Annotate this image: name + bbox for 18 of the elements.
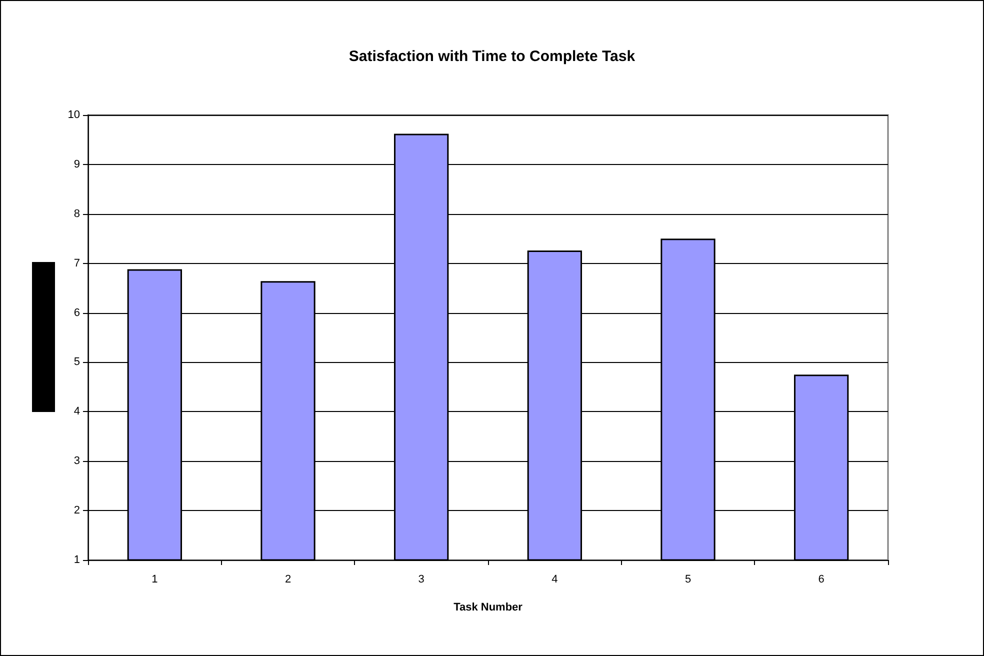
y-tick-label: 8	[74, 208, 80, 220]
y-tick-label: 10	[68, 109, 80, 121]
y-tick-label: 9	[74, 158, 80, 170]
x-tick-label: 2	[284, 574, 292, 586]
y-tick-label: 2	[74, 504, 80, 517]
x-tick-label: 6	[818, 574, 824, 586]
x-tick-label: 3	[418, 574, 424, 586]
x-axis-title: Task Number	[454, 602, 524, 614]
y-tick-label: 1	[74, 554, 80, 566]
y-tick-label: 3	[74, 455, 80, 468]
y-tick-label: 4	[74, 406, 80, 418]
y-tick-label: 7	[74, 257, 80, 270]
x-tick-label: 5	[684, 574, 692, 586]
x-tick-label: 1	[152, 574, 158, 586]
chart-title: Satisfaction with Time to Complete Task	[348, 48, 636, 65]
x-tick-label: 4	[552, 574, 558, 586]
y-tick-label: 5	[74, 356, 80, 368]
y-tick-label: 6	[74, 306, 80, 319]
